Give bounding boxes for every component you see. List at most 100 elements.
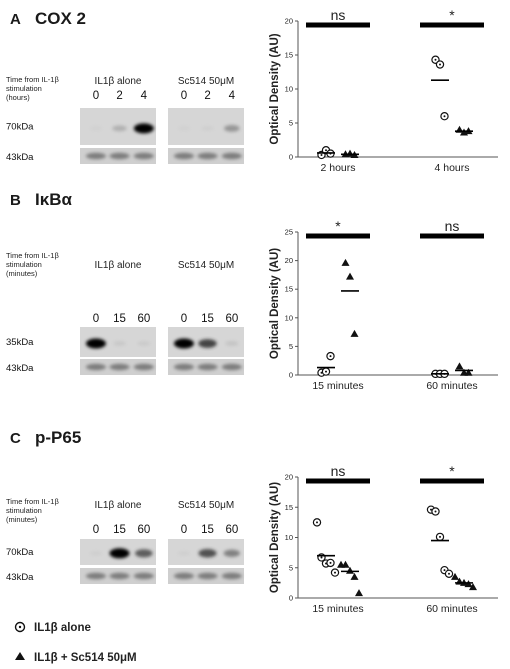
time-label-line: Time from IL-1β [6,497,59,506]
time-label-line: (minutes) [6,269,38,278]
circle-marker-dot [329,355,332,358]
time-label-line: (hours) [6,93,30,102]
blot-band [112,125,127,132]
circle-marker [431,507,440,516]
blot-band [89,551,103,556]
lane-label: 0 [93,524,99,536]
time-label-line: stimulation [6,260,42,269]
circle-marker-dot [325,149,327,152]
circle-marker-dot [439,535,441,538]
significance-label: * [335,218,341,234]
triangle-marker [455,362,464,370]
y-tick-label: 10 [285,313,293,322]
y-tick-label: 5 [289,119,293,128]
circle-marker [435,60,445,69]
loading-control-band [109,572,130,580]
circle-marker [326,351,335,361]
circle-marker-dot [334,571,336,574]
y-tick-label: 20 [285,17,293,26]
blot-band [177,551,191,556]
lane-label: 60 [137,524,150,536]
x-category-label: 4 hours [434,162,469,174]
lane-label: 0 [181,90,187,102]
loading-control-band [221,572,242,580]
time-label-line: stimulation [6,84,42,93]
legend-circle-icon [14,621,26,633]
circle-marker-dot [325,370,327,373]
lane-label: 0 [93,90,99,102]
circle-marker [312,518,322,527]
triangle-marker [341,560,350,568]
blot-band [173,338,194,349]
scatter-chart-a: 0 5 10 15 20 Optical Density (AU) 2 hours ns 4 h… [269,7,498,174]
circle-marker [435,532,445,542]
y-axis-label: Optical Density (AU) [269,33,281,144]
y-tick-label: 15 [285,51,293,60]
lane-label: 2 [116,90,122,102]
y-tick-label: 5 [289,342,293,351]
panel-letter: C [10,430,21,447]
circle-marker-dot [443,115,446,118]
lane-label: 60 [225,313,238,325]
loading-control-band [133,572,154,580]
circle-marker [440,111,449,121]
circle-marker-dot [443,569,446,572]
condition-label: Sc514 50μM [178,76,234,87]
circle-marker-dot [320,153,323,156]
circle-marker [444,569,454,579]
loading-control-band [173,152,194,160]
loading-control-band [197,572,218,580]
blot-band [133,123,154,134]
triangle-marker [469,583,477,591]
triangle-marker [451,572,459,580]
y-tick-label: 20 [285,473,293,482]
time-label-line: Time from IL-1β [6,251,59,260]
triangle-marker [464,368,473,376]
lane-label: 0 [181,313,187,325]
lane-label: 2 [204,90,210,102]
condition-label: IL1β alone [95,76,142,87]
lane-label: 4 [229,90,236,102]
scatter-chart-b: 0 5 10 15 20 25 Optical Density (AU) 15 minutes… [269,218,498,392]
y-axis-label: Optical Density (AU) [269,482,281,593]
significance-label: ns [445,218,460,234]
kda-label-top: 70kDa [6,122,34,133]
significance-label: ns [331,463,346,479]
loading-control-band [133,363,154,371]
y-tick-label: 25 [285,228,293,237]
blot-band [109,548,130,559]
circle-marker [330,568,340,577]
circle-marker-dot [439,63,441,66]
lane-label: 60 [137,313,150,325]
kda-label-top: 70kDa [6,547,34,558]
blot-band [223,549,241,557]
y-tick-label: 0 [289,594,293,603]
panel-protein-title: COX 2 [35,9,86,28]
loading-control-band [85,572,106,580]
significance-label: * [449,7,455,23]
circle-marker-dot [434,58,437,61]
triangle-marker [346,566,354,574]
triangle-marker [350,572,359,580]
loading-control-band [221,152,242,160]
lane-label: 15 [113,524,126,536]
scatter-chart-c: 0 5 10 15 20 Optical Density (AU) 15 minutes ns… [269,463,498,615]
blot-band [224,125,240,132]
panel-letter: A [10,11,21,28]
blot-band [89,126,103,131]
circle-marker-dot [316,521,318,524]
blot-band [137,341,151,346]
time-label-line: Time from IL-1β [6,75,59,84]
lane-label: 4 [141,90,148,102]
blot-band [177,126,191,131]
y-tick-label: 5 [289,563,293,572]
x-category-label: 15 minutes [312,603,363,615]
legend-circle-label: IL1β alone [34,622,91,634]
y-tick-label: 15 [285,285,293,294]
condition-label: IL1β alone [95,260,142,271]
significance-label: ns [331,7,346,23]
panel-protein-title: IκBα [35,190,72,209]
kda-label-top: 35kDa [6,337,34,348]
